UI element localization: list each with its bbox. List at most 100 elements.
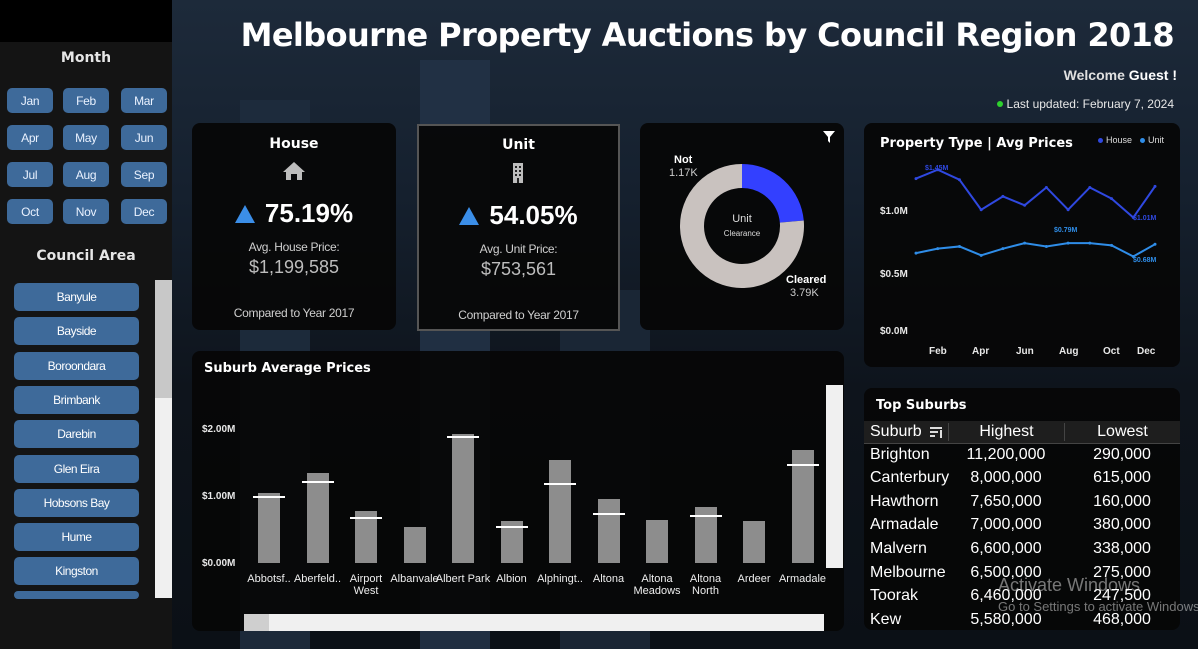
table-row[interactable]: Armadale 7,000,000 380,000	[864, 514, 1180, 537]
line-point[interactable]	[979, 208, 983, 212]
line-point[interactable]	[1088, 185, 1092, 189]
col-suburb[interactable]: Suburb	[864, 423, 948, 441]
line-point[interactable]	[1044, 244, 1048, 248]
bar-chart-hscroll[interactable]	[244, 614, 824, 631]
line-point[interactable]	[979, 253, 983, 257]
table-row[interactable]: Melbourne 6,500,000 275,000	[864, 561, 1180, 584]
line-point[interactable]	[1066, 208, 1070, 212]
month-button[interactable]: Oct	[7, 199, 53, 224]
month-button[interactable]: Sep	[121, 162, 167, 187]
unit-kpi-card[interactable]: Unit 54.05% Avg. Unit Price: $753,561 Co…	[417, 124, 620, 331]
bar[interactable]	[549, 460, 571, 563]
table-cell: Kew	[870, 610, 902, 628]
council-header: Council Area	[36, 248, 136, 264]
suburb-prices-card[interactable]: Suburb Average Prices $2.00M $1.00M $0.0…	[192, 351, 844, 631]
up-arrow-icon	[459, 207, 480, 225]
line-point[interactable]	[1110, 243, 1114, 247]
line-point[interactable]	[1023, 241, 1027, 245]
house-icon	[281, 160, 307, 187]
filter-icon[interactable]	[822, 130, 836, 149]
month-button[interactable]: Aug	[63, 162, 109, 187]
line-point[interactable]	[1131, 254, 1135, 258]
council-button[interactable]: Glen Eira	[14, 454, 139, 483]
page-title: Melbourne Property Auctions by Council R…	[240, 16, 1175, 54]
council-button[interactable]: Hobsons Bay	[14, 488, 139, 517]
month-button[interactable]: Feb	[63, 88, 109, 113]
line-series-house[interactable]	[915, 168, 1156, 220]
bar[interactable]	[500, 521, 523, 563]
line-point[interactable]	[957, 178, 961, 182]
month-button[interactable]: Mar	[121, 88, 167, 113]
council-button[interactable]	[14, 591, 139, 599]
sort-icon[interactable]	[929, 426, 942, 438]
table-row[interactable]: Kew 5,580,000 468,000	[864, 608, 1180, 631]
table-row[interactable]: Toorak 6,460,000 247,500	[864, 585, 1180, 608]
bar[interactable]	[597, 498, 620, 563]
line-point[interactable]	[936, 168, 940, 172]
line-xtick: Dec	[1137, 346, 1156, 357]
col-highest[interactable]: Highest	[948, 423, 1064, 441]
table-row[interactable]: Hawthorn 7,650,000 160,000	[864, 490, 1180, 513]
activation-watermark: Activate Windows	[998, 575, 1141, 595]
month-button[interactable]: Jul	[7, 162, 53, 187]
council-button[interactable]: Kingston	[14, 557, 139, 586]
council-button[interactable]: Banyule	[14, 283, 139, 311]
bar[interactable]	[452, 433, 474, 563]
table-cell: Armadale	[870, 516, 939, 534]
line-point[interactable]	[1131, 216, 1135, 220]
line-point[interactable]	[1044, 185, 1048, 189]
table-cell: 6,600,000	[970, 539, 1042, 557]
month-button[interactable]: Dec	[121, 199, 167, 224]
table-cell: 5,580,000	[970, 610, 1042, 628]
table-cell: 8,000,000	[970, 469, 1042, 487]
line-point[interactable]	[1023, 203, 1027, 207]
table-row[interactable]: Brighton 11,200,000 290,000	[864, 443, 1180, 466]
line-point[interactable]	[914, 251, 918, 255]
month-button[interactable]: Nov	[63, 199, 109, 224]
bar[interactable]	[646, 520, 668, 563]
clearance-donut-card[interactable]: Unit Clearance Not 1.17K Cleared 3.79K	[640, 123, 844, 330]
month-button[interactable]: Apr	[7, 125, 53, 150]
donut-slice-not[interactable]	[741, 164, 804, 224]
bar[interactable]	[258, 492, 280, 563]
line-point[interactable]	[957, 244, 961, 248]
council-button[interactable]: Bayside	[14, 317, 139, 346]
council-button[interactable]: Boroondara	[14, 351, 139, 380]
bar[interactable]	[355, 511, 377, 563]
council-button[interactable]: Darebin	[14, 420, 139, 449]
council-scroll-thumb[interactable]	[155, 280, 172, 398]
bar[interactable]	[743, 521, 765, 563]
col-lowest[interactable]: Lowest	[1064, 423, 1180, 441]
bar-chart-vscroll[interactable]	[826, 385, 843, 568]
line-ytick: $0.5M	[880, 269, 908, 280]
month-button[interactable]: Jun	[121, 125, 167, 150]
line-point[interactable]	[1088, 241, 1092, 245]
line-series-unit[interactable]	[915, 242, 1156, 258]
line-point[interactable]	[1110, 197, 1114, 201]
top-suburbs-card[interactable]: Top Suburbs Suburb Highest Lowest Bright…	[864, 388, 1180, 630]
line-point[interactable]	[914, 177, 918, 181]
bar[interactable]	[791, 449, 814, 563]
month-button[interactable]: May	[63, 125, 109, 150]
council-button[interactable]: Hume	[14, 523, 139, 552]
line-xtick: Jun	[1016, 346, 1034, 357]
council-button[interactable]: Brimbank	[14, 385, 139, 414]
table-row[interactable]: Malvern 6,600,000 338,000	[864, 537, 1180, 560]
month-button[interactable]: Jan	[7, 88, 53, 113]
month-header: Month	[60, 50, 112, 66]
bar[interactable]	[306, 472, 329, 563]
bar[interactable]	[694, 507, 717, 563]
line-point[interactable]	[1066, 241, 1070, 245]
line-point[interactable]	[1153, 242, 1157, 246]
line-point[interactable]	[1001, 194, 1005, 198]
table-cell: Malvern	[870, 539, 927, 557]
bar-chart-hscroll-thumb[interactable]	[244, 614, 269, 631]
line-point[interactable]	[1153, 184, 1157, 188]
donut-slice-cleared[interactable]	[680, 164, 804, 288]
line-point[interactable]	[936, 247, 940, 251]
house-kpi-card[interactable]: House 75.19% Avg. House Price: $1,199,58…	[192, 123, 396, 330]
bar[interactable]	[403, 527, 426, 563]
table-row[interactable]: Canterbury 8,000,000 615,000	[864, 467, 1180, 490]
line-point[interactable]	[1001, 247, 1005, 251]
property-type-card[interactable]: Property Type | Avg Prices House Unit $1…	[864, 123, 1180, 367]
